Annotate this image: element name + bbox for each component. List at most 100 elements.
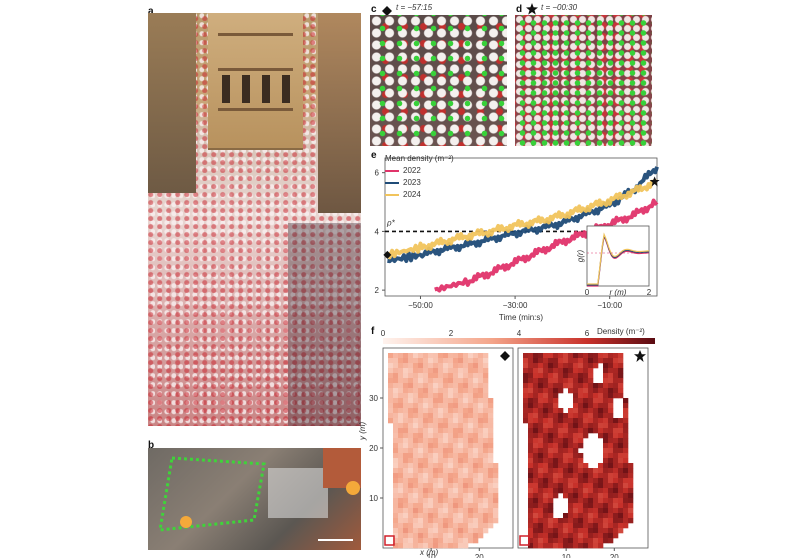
heatmap-cell: [563, 358, 569, 364]
heatmap-cell: [473, 483, 479, 489]
heatmap-cell: [608, 533, 614, 539]
heatmap-cell: [548, 408, 554, 414]
heatmap-cell: [583, 483, 589, 489]
heatmap-cell: [618, 523, 624, 529]
heatmap-cell: [393, 363, 399, 369]
heatmap-cell: [463, 358, 469, 364]
heatmap-cell: [463, 543, 469, 549]
heatmap-cell: [598, 393, 604, 399]
heatmap-cell: [388, 408, 394, 414]
inset-y-label: g(r): [576, 249, 585, 262]
heatmap-cell: [463, 433, 469, 439]
heatmap-cell: [388, 403, 394, 409]
heatmap-cell: [463, 493, 469, 499]
heatmap-cell: [448, 383, 454, 389]
heatmap-cell: [548, 523, 554, 529]
heatmap-cell: [568, 478, 574, 484]
heatmap-cell: [533, 533, 539, 539]
heatmap-cell: [453, 428, 459, 434]
heatmap-cell: [463, 438, 469, 444]
heatmap-cell: [578, 533, 584, 539]
heatmap-cell: [433, 448, 439, 454]
heatmap-cell: [453, 383, 459, 389]
heatmap-cell: [428, 393, 434, 399]
heatmap-cell: [623, 498, 629, 504]
heatmap-cell: [613, 533, 619, 539]
heatmap-cell: [548, 363, 554, 369]
heatmap-cell: [573, 518, 579, 524]
heatmap-cell: [403, 363, 409, 369]
heatmap-cell: [408, 458, 414, 464]
heatmap-cell: [488, 438, 494, 444]
colorbar-label: Density (m⁻²): [597, 327, 645, 336]
heatmap-cell: [473, 453, 479, 459]
heatmap-cell: [588, 363, 594, 369]
heatmap-cell: [548, 508, 554, 514]
building-facade: [208, 13, 303, 150]
heatmap-cell: [618, 443, 624, 449]
heatmap-cell: [443, 418, 449, 424]
heatmap-cell: [548, 353, 554, 359]
heatmap-cell: [593, 403, 599, 409]
heatmap-cell: [578, 443, 584, 449]
heatmap-cell: [423, 528, 429, 534]
heatmap-cell: [528, 528, 534, 534]
heatmap-cell: [483, 458, 489, 464]
heatmap-cell: [523, 373, 529, 379]
heatmap-cell: [448, 453, 454, 459]
heatmap-cell: [608, 473, 614, 479]
heatmap-cell: [398, 528, 404, 534]
heatmap-cell: [438, 538, 444, 544]
heatmap-cell: [573, 363, 579, 369]
heatmap-cell: [613, 518, 619, 524]
heatmap-cell: [588, 398, 594, 404]
heatmap-cell: [478, 523, 484, 529]
heatmap-cell: [563, 428, 569, 434]
heatmap-cell: [428, 508, 434, 514]
heatmap-star-marker: [634, 350, 646, 362]
heatmap-cell: [478, 533, 484, 539]
heatmap-cell: [613, 388, 619, 394]
heatmap-cell: [448, 423, 454, 429]
heatmap-cell: [458, 448, 464, 454]
heatmap-cell: [448, 433, 454, 439]
heatmap-cell: [388, 368, 394, 374]
heatmap-cell: [463, 383, 469, 389]
heatmap-cell: [478, 473, 484, 479]
heatmap-cell: [388, 358, 394, 364]
heatmap-cell: [408, 378, 414, 384]
heatmap-cell: [448, 473, 454, 479]
heatmap-cell: [588, 498, 594, 504]
heatmap-cell: [563, 528, 569, 534]
heatmap-cell: [433, 503, 439, 509]
heatmap-cell: [423, 488, 429, 494]
heatmap-cell: [583, 478, 589, 484]
heatmap-cell: [583, 393, 589, 399]
heatmap-cell: [558, 428, 564, 434]
heatmap-cell: [488, 513, 494, 519]
heatmap-cell: [483, 398, 489, 404]
heatmap-cell: [448, 488, 454, 494]
heatmap-cell: [623, 403, 629, 409]
heatmap-cell: [433, 483, 439, 489]
heatmap-cell: [478, 498, 484, 504]
heatmap-cell: [493, 488, 499, 494]
heatmap-cell: [423, 393, 429, 399]
heatmap-cell: [448, 493, 454, 499]
heatmap-cell: [413, 418, 419, 424]
heatmap-y-tick-label: 20: [369, 444, 378, 453]
heatmap-cell: [428, 408, 434, 414]
heatmap-cell: [538, 413, 544, 419]
heatmap-cell: [603, 453, 609, 459]
heatmap-cell: [443, 528, 449, 534]
heatmap-cell: [523, 398, 529, 404]
heatmap-cell: [463, 518, 469, 524]
heatmap-cell: [588, 408, 594, 414]
heatmap-cell: [533, 473, 539, 479]
heatmap-cell: [398, 353, 404, 359]
heatmap-cell: [583, 383, 589, 389]
heatmap-cell: [523, 388, 529, 394]
heatmap-cell: [533, 373, 539, 379]
heatmap-cell: [483, 368, 489, 374]
heatmap-cell: [618, 428, 624, 434]
